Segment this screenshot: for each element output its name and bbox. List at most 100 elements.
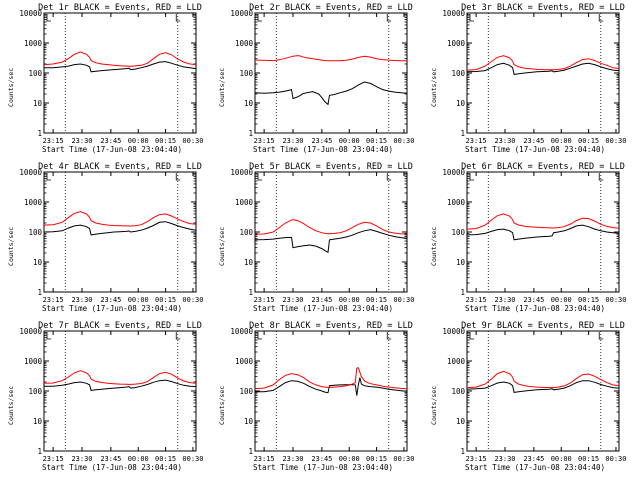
y-tick-label: 10: [33, 258, 43, 267]
chart-title: Det 1r BLACK = Events, RED = LLD: [38, 3, 202, 13]
plot-frame: [254, 12, 408, 134]
y-tick-label: 100: [451, 387, 465, 396]
x-tick-label: 00:00: [551, 296, 572, 304]
start-marker: [469, 14, 474, 22]
x-tick-label: 00:00: [551, 455, 572, 463]
plot-frame: [43, 330, 197, 452]
x-axis-label: Start Time (17-Jun-08 23:04:40): [42, 145, 182, 154]
x-tick-label: 23:15: [466, 455, 487, 463]
x-tick-label: 23:45: [100, 137, 121, 145]
x-tick-label: 23:15: [254, 296, 275, 304]
x-tick-label: 23:45: [100, 296, 121, 304]
x-tick-label: 00:15: [155, 296, 176, 304]
y-tick-label: 1000: [24, 357, 43, 366]
events-series-line: [44, 379, 197, 391]
x-axis-label: Start Time (17-Jun-08 23:04:40): [253, 304, 393, 313]
y-tick-label: 10000: [442, 327, 465, 336]
start-marker: [257, 173, 262, 181]
chart-panel-3: Det 3r BLACK = Events, RED = LLD 1 10 100 10…: [430, 3, 626, 154]
lld-series-line: [466, 213, 620, 230]
y-tick-label: 10: [244, 258, 254, 267]
end-marker: [386, 14, 392, 22]
start-marker: [469, 332, 474, 340]
x-tick-label: 00:30: [393, 455, 414, 463]
y-axis-label: Counts/sec: [218, 386, 226, 425]
x-tick-label: 00:30: [605, 137, 626, 145]
x-tick-label: 23:30: [282, 455, 303, 463]
x-tick-label: 00:15: [366, 296, 387, 304]
x-axis-label: Start Time (17-Jun-08 23:04:40): [465, 145, 605, 154]
y-tick-label: 10000: [19, 168, 42, 177]
y-tick-label: 10: [456, 417, 466, 426]
chart-title: Det 3r BLACK = Events, RED = LLD: [461, 3, 625, 13]
chart-title: Det 7r BLACK = Events, RED = LLD: [38, 321, 202, 331]
y-tick-label: 10: [456, 99, 466, 108]
chart-panel-8: Det 8r BLACK = Events, RED = LLD 1 10 100 10…: [218, 321, 414, 472]
plot-frame: [254, 171, 408, 293]
y-tick-label: 1: [37, 447, 42, 456]
x-axis-label: Start Time (17-Jun-08 23:04:40): [465, 463, 605, 472]
y-tick-label: 100: [239, 387, 253, 396]
y-tick-label: 1000: [447, 357, 466, 366]
x-tick-label: 23:15: [466, 296, 487, 304]
x-tick-label: 00:00: [128, 296, 149, 304]
y-tick-label: 10000: [442, 168, 465, 177]
y-tick-label: 1: [460, 288, 465, 297]
y-tick-label: 10: [33, 99, 43, 108]
end-marker: [175, 332, 181, 340]
lld-series-line: [254, 367, 408, 390]
x-tick-label: 00:15: [366, 455, 387, 463]
plot-frame: [254, 330, 408, 452]
chart-panel-1: Det 1r BLACK = Events, RED = LLD 1 10 100 10…: [7, 3, 203, 154]
end-marker: [598, 332, 604, 340]
events-series-line: [466, 62, 620, 75]
lld-series-line: [43, 211, 197, 227]
x-tick-label: 23:45: [100, 455, 121, 463]
y-tick-label: 10: [244, 99, 254, 108]
end-marker: [598, 173, 604, 181]
x-tick-label: 23:45: [523, 455, 544, 463]
y-tick-label: 10: [244, 417, 254, 426]
end-marker: [175, 14, 181, 22]
start-marker: [257, 14, 262, 22]
lld-series-line: [43, 51, 197, 67]
y-axis-label: Counts/sec: [430, 68, 438, 107]
end-marker: [598, 14, 604, 22]
y-axis-label: Counts/sec: [7, 386, 15, 425]
x-tick-label: 23:30: [494, 137, 515, 145]
chart-title: Det 6r BLACK = Events, RED = LLD: [461, 162, 625, 172]
x-tick-label: 23:45: [311, 137, 332, 145]
x-axis-label: Start Time (17-Jun-08 23:04:40): [465, 304, 605, 313]
start-marker: [46, 332, 51, 340]
lld-series-line: [43, 370, 197, 385]
x-tick-label: 23:30: [71, 296, 92, 304]
events-series-line: [254, 229, 408, 254]
x-tick-label: 00:30: [393, 296, 414, 304]
y-tick-label: 1000: [24, 39, 43, 48]
x-tick-label: 00:15: [578, 455, 599, 463]
x-tick-label: 00:30: [393, 137, 414, 145]
x-tick-label: 23:45: [523, 137, 544, 145]
y-tick-label: 1000: [235, 198, 254, 207]
x-tick-label: 00:30: [182, 455, 203, 463]
y-tick-label: 1000: [24, 198, 43, 207]
x-tick-label: 00:00: [551, 137, 572, 145]
chart-title: Det 4r BLACK = Events, RED = LLD: [38, 162, 202, 172]
y-tick-label: 1000: [235, 357, 254, 366]
plot-frame: [466, 330, 620, 452]
x-tick-label: 23:30: [71, 455, 92, 463]
x-tick-label: 00:15: [155, 455, 176, 463]
x-axis-label: Start Time (17-Jun-08 23:04:40): [253, 463, 393, 472]
x-tick-label: 23:15: [43, 455, 64, 463]
y-tick-label: 10: [456, 258, 466, 267]
start-marker: [46, 173, 51, 181]
y-tick-label: 100: [28, 228, 42, 237]
y-tick-label: 1000: [447, 198, 466, 207]
y-tick-label: 1: [248, 288, 253, 297]
start-marker: [46, 14, 51, 22]
y-tick-label: 10000: [230, 9, 253, 18]
y-tick-label: 10000: [230, 327, 253, 336]
y-tick-label: 1: [460, 447, 465, 456]
x-tick-label: 23:45: [311, 455, 332, 463]
y-axis-label: Counts/sec: [430, 227, 438, 266]
